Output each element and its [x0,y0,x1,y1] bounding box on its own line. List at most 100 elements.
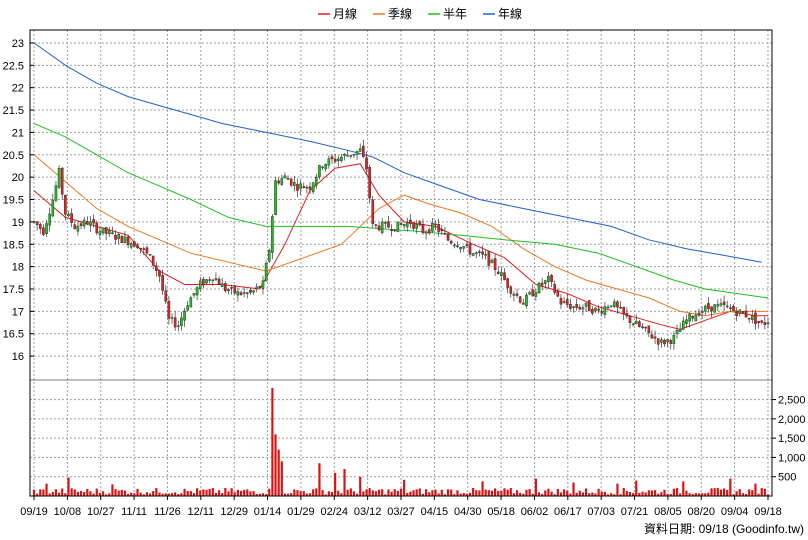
volume-bar [73,489,76,496]
volume-bar [688,493,691,496]
volume-bar [403,479,406,496]
volume-tick-label: 1,500 [778,433,806,445]
candle-body [710,306,713,312]
volume-bar [415,489,418,496]
candlesticks [32,139,770,351]
candle-body [333,158,337,162]
date-tick-label: 09/18 [754,506,782,518]
volume-bar [302,491,305,496]
candle-body [478,251,481,253]
volume-bar [697,493,701,496]
volume-bar [713,488,716,496]
volume-tick-label: 500 [778,472,796,484]
candle-body [446,233,450,241]
volume-bar [371,490,374,496]
volume-bar [591,492,594,496]
candle-body [638,321,641,327]
volume-bar [211,488,214,496]
volume-bar [120,489,123,496]
volume-bar [152,491,155,496]
volume-bar [644,492,647,496]
candle-body [180,317,183,326]
volume-bar [243,489,246,496]
candle-body [327,158,331,166]
candle-body [496,271,500,274]
volume-bar [619,494,622,496]
volume-bar [86,489,89,496]
candle-body [738,309,742,314]
candle-body [660,339,663,343]
volume-bar [352,491,356,496]
volume-bar [180,493,183,496]
candle-body [362,145,365,157]
candle-body [54,185,58,201]
volume-bar [666,493,669,496]
volume-bar [58,492,61,496]
candle-body [139,247,142,250]
volume-bar [425,489,428,496]
volume-tick-label: 2,500 [778,395,806,407]
volume-bar [757,493,760,496]
candle-body [114,235,117,240]
candle-body [606,306,610,309]
candle-body [129,243,133,248]
price-tick-label: 22.5 [3,60,24,72]
date-tick-label: 12/11 [187,506,214,518]
candle-body [534,292,538,297]
candle-body [751,315,754,320]
candle-body [405,222,409,228]
volume-bar [641,491,644,496]
volume-bar [346,489,349,496]
candle-body [587,300,591,312]
volume-bar [308,493,312,496]
candle-body [79,223,83,226]
candle-body [597,308,600,311]
volume-bar [682,481,685,496]
volume-bar [440,489,443,496]
candle-body [465,244,469,246]
volume-bar [497,490,500,496]
candle-body [274,180,277,216]
volume-bar [581,492,585,496]
candle-body [214,278,218,281]
candle-body [289,178,293,186]
volume-bar [691,494,694,496]
candle-body [308,186,312,190]
volume-bar [534,478,537,496]
candle-body [192,293,196,296]
candle-body [390,229,393,231]
volume-bar [268,488,271,496]
candle-body [559,297,563,305]
volume-bar [337,490,340,496]
candle-body [164,290,168,302]
volume-bar [139,492,142,496]
volume-bar [716,487,719,496]
volume-bar [70,488,73,496]
candle-body [70,213,73,223]
candle-body [170,317,174,319]
candle-body [518,296,522,303]
candle-body [694,314,698,322]
volume-bar [108,493,111,496]
volume-bar [588,493,591,496]
volume-bar [105,494,108,496]
volume-bar [315,488,318,496]
volume-bar [748,489,751,496]
candle-body [713,304,716,313]
candle-body [302,186,306,189]
volume-bar [217,490,221,496]
date-tick-label: 01/14 [254,506,282,518]
date-tick-label: 03/27 [387,506,415,518]
volume-bar [738,489,741,496]
candle-body [252,290,255,293]
volume-bar [418,488,421,496]
volume-bar [610,493,613,496]
volume-bar [330,492,334,496]
candle-body [562,301,566,303]
candle-body [208,279,211,281]
price-tick-label: 19 [12,217,24,229]
candle-body [754,312,757,325]
candle-body [365,157,368,170]
candle-body [336,158,340,162]
volume-bar [83,492,86,496]
